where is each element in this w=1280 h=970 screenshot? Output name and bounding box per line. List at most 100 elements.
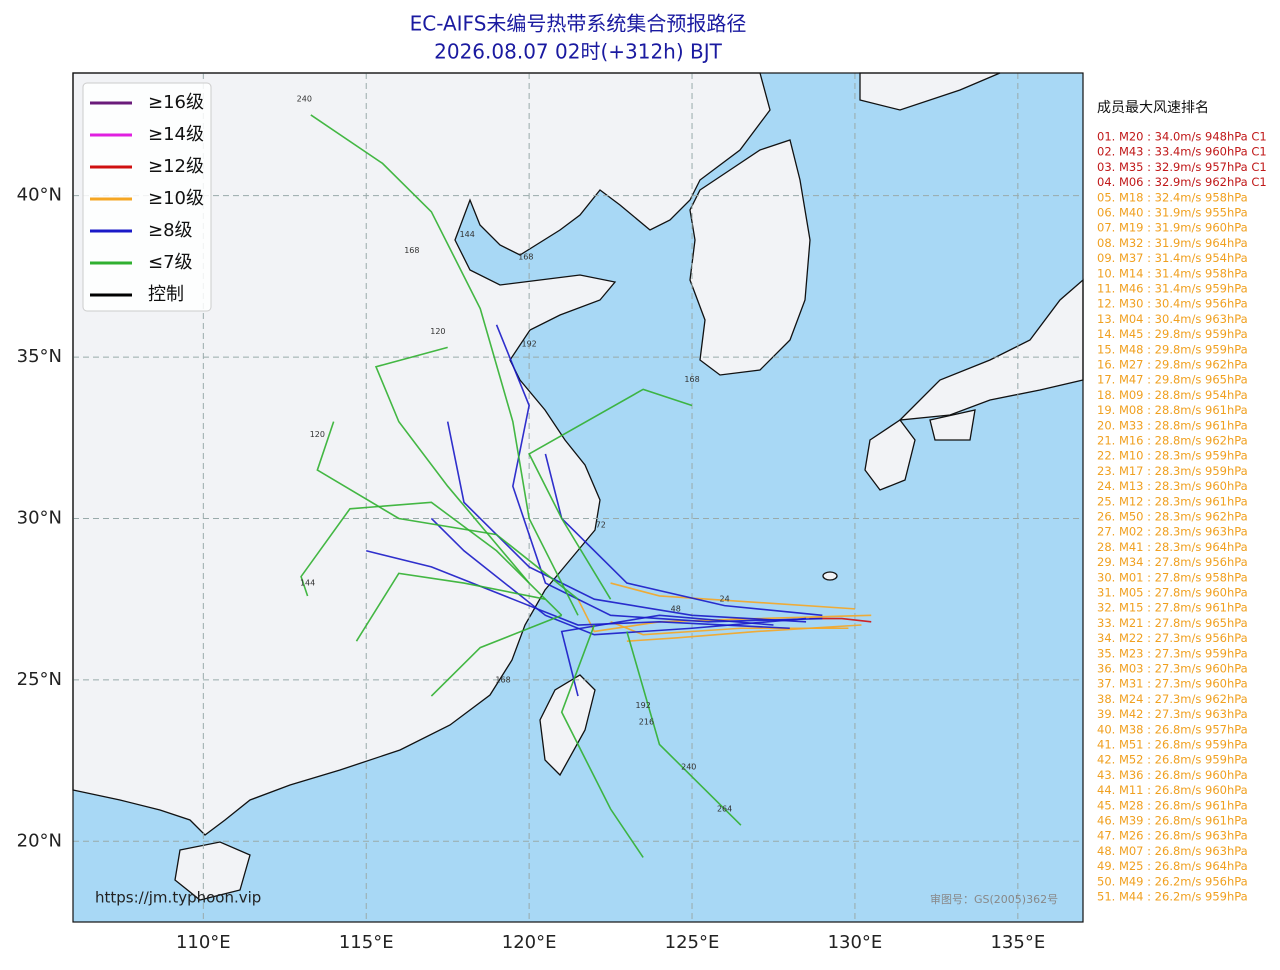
x-tick-label: 125°E (665, 932, 720, 953)
credit: 审图号：GS(2005)362号 (930, 892, 1058, 906)
ranking-entry: 10. M14 : 31.4m/s 958hPa (1097, 266, 1248, 280)
ranking-entry: 43. M36 : 26.8m/s 960hPa (1097, 768, 1248, 782)
okinawa (822, 571, 838, 581)
subtitle: 2026.08.07 02时(+312h) BJT (434, 40, 723, 64)
ranking-entry: 37. M31 : 27.3m/s 960hPa (1097, 677, 1248, 691)
time-label: 24 (720, 595, 730, 604)
ranking-entry: 35. M23 : 27.3m/s 959hPa (1097, 646, 1248, 660)
track (366, 549, 790, 630)
ranking-entry: 40. M38 : 26.8m/s 957hPa (1097, 722, 1248, 736)
ranking-entry: 48. M07 : 26.8m/s 963hPa (1097, 844, 1248, 858)
ranking-entry: 33. M21 : 27.8m/s 965hPa (1097, 616, 1248, 630)
ranking-entry: 07. M19 : 31.9m/s 960hPa (1097, 221, 1248, 235)
ranking-entry: 45. M28 : 26.8m/s 961hPa (1097, 798, 1248, 812)
ranking-entry: 05. M18 : 32.4m/s 958hPa (1097, 190, 1248, 204)
ranking-entry: 50. M49 : 26.2m/s 956hPa (1097, 874, 1248, 888)
time-label: 168 (404, 246, 419, 255)
shikoku (929, 409, 976, 441)
time-label: 48 (671, 604, 681, 613)
ranking-entry: 01. M20 : 34.0m/s 948hPa C1 (1097, 130, 1267, 144)
ranking-entry: 51. M44 : 26.2m/s 959hPa (1097, 890, 1248, 904)
legend-label: ≥16级 (148, 92, 204, 113)
ranking-entry: 09. M37 : 31.4m/s 954hPa (1097, 251, 1248, 265)
time-label: 168 (495, 675, 510, 684)
ranking-entry: 02. M43 : 33.4m/s 960hPa C1 (1097, 145, 1267, 159)
time-label: 144 (460, 230, 475, 239)
ranking-entry: 23. M17 : 28.3m/s 959hPa (1097, 464, 1248, 478)
ranking-entry: 04. M06 : 32.9m/s 962hPa C1 (1097, 175, 1267, 189)
track (355, 572, 546, 642)
ranking-entry: 25. M12 : 28.3m/s 961hPa (1097, 494, 1248, 508)
y-tick-label: 40°N (17, 185, 62, 206)
track (300, 501, 563, 616)
track (495, 324, 823, 623)
ranking-entry: 08. M32 : 31.9m/s 964hPa (1097, 236, 1248, 250)
ranking-entry: 20. M33 : 28.8m/s 961hPa (1097, 418, 1248, 432)
time-labels: 240 168 144 168 120 192 168 120 144 72 48 24 192 216 2… (297, 94, 733, 813)
track (626, 631, 742, 826)
ranking-entry: 36. M03 : 27.3m/s 960hPa (1097, 662, 1248, 676)
track (544, 453, 823, 617)
ranking-entry: 24. M13 : 28.3m/s 960hPa (1097, 479, 1248, 493)
legend-label: ≥8级 (148, 220, 193, 241)
legend-label: ≥12级 (148, 156, 204, 177)
ranking-entry: 32. M15 : 27.8m/s 961hPa (1097, 601, 1248, 615)
ranking-entry: 12. M30 : 30.4m/s 956hPa (1097, 297, 1248, 311)
y-tick-label: 30°N (17, 507, 62, 528)
ranking-entry: 42. M52 : 26.8m/s 959hPa (1097, 753, 1248, 767)
ranking-entry: 44. M11 : 26.8m/s 960hPa (1097, 783, 1248, 797)
x-tick-label: 130°E (828, 932, 883, 953)
x-tick-label: 110°E (176, 932, 231, 953)
time-label: 192 (636, 701, 651, 710)
mainland (72, 72, 771, 836)
ranking-entry: 14. M45 : 29.8m/s 959hPa (1097, 327, 1248, 341)
time-label: 240 (681, 763, 696, 772)
track (374, 346, 530, 584)
ranking-entry: 16. M27 : 29.8m/s 962hPa (1097, 358, 1248, 372)
track (310, 114, 579, 616)
title: EC-AIFS未编号热带系统集合预报路径 (410, 12, 747, 36)
track (430, 517, 807, 636)
track (316, 421, 579, 600)
y-tick-label: 35°N (17, 346, 62, 367)
track (430, 614, 563, 697)
time-label: 264 (717, 805, 732, 814)
legend-label: ≥10级 (148, 188, 204, 209)
x-tick-label: 115°E (339, 932, 394, 953)
time-label: 216 (639, 717, 654, 726)
land (72, 72, 1084, 901)
x-tick-label: 135°E (990, 932, 1045, 953)
ranking-entry: 28. M41 : 28.3m/s 964hPa (1097, 540, 1248, 554)
ranking-entry: 17. M47 : 29.8m/s 965hPa (1097, 373, 1248, 387)
grid (73, 73, 1083, 922)
frame (72, 72, 1084, 923)
url: https://jm.typhoon.vip (95, 889, 261, 907)
legend-label: ≥14级 (148, 124, 204, 145)
ranking-entry: 27. M02 : 28.3m/s 963hPa (1097, 525, 1248, 539)
ranking-entry: 41. M51 : 26.8m/s 959hPa (1097, 738, 1248, 752)
ranking-entry: 18. M09 : 28.8m/s 954hPa (1097, 388, 1248, 402)
ranking-entry: 06. M40 : 31.9m/s 955hPa (1097, 206, 1248, 220)
ranking-entry: 47. M26 : 26.8m/s 963hPa (1097, 829, 1248, 843)
ranking-entry: 19. M08 : 28.8m/s 961hPa (1097, 403, 1248, 417)
time-label: 72 (596, 520, 606, 529)
x-tick-label: 120°E (502, 932, 557, 953)
ranking-entry: 26. M50 : 28.3m/s 962hPa (1097, 510, 1248, 524)
y-tick-label: 20°N (17, 830, 62, 851)
track (610, 621, 849, 636)
tracks (300, 114, 872, 858)
track (528, 388, 693, 600)
ranking-entry: 03. M35 : 32.9m/s 957hPa C1 (1097, 160, 1267, 174)
track (560, 624, 644, 858)
ranking-entry: 31. M05 : 27.8m/s 960hPa (1097, 586, 1248, 600)
time-label: 168 (518, 253, 533, 262)
y-tick-label: 25°N (17, 669, 62, 690)
time-label: 120 (430, 327, 445, 336)
ranking-entry: 13. M04 : 30.4m/s 963hPa (1097, 312, 1248, 326)
ranking-entry: 34. M22 : 27.3m/s 956hPa (1097, 631, 1248, 645)
ranking-entry: 21. M16 : 28.8m/s 962hPa (1097, 434, 1248, 448)
ranking-title: 成员最大风速排名 (1097, 100, 1209, 116)
